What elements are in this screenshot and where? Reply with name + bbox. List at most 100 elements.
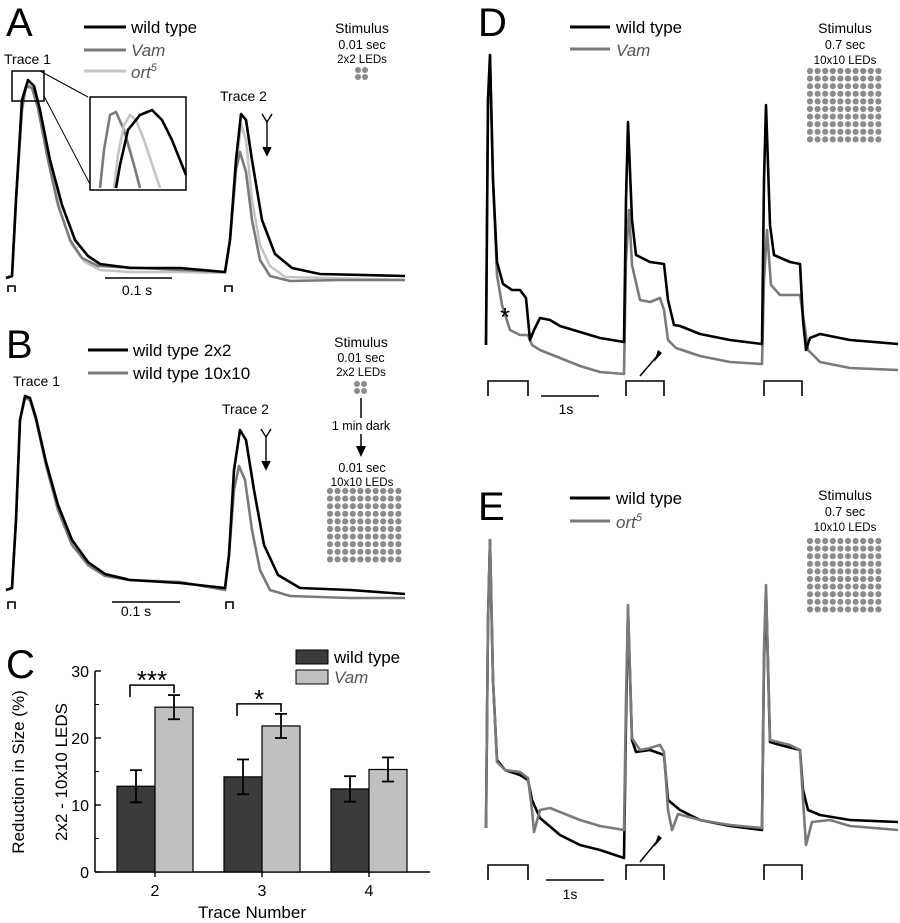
led-dot [814,75,821,82]
led-dot [814,67,821,75]
inset-traces [98,108,188,189]
panel-a-trace2-label: Trace 2 [220,88,267,104]
led-dot [814,568,821,575]
led-dot [875,136,882,143]
led-dot [395,495,402,502]
led-dot [814,598,821,605]
legend-swatch-vam [295,669,329,685]
legend-wild-type: wild type [615,18,682,37]
led-dot [387,548,394,555]
led-dot [380,533,387,540]
led-dot [342,518,349,525]
led-dot [334,548,341,555]
led-dot [364,556,372,563]
stimulus-10x10-dots [806,537,882,613]
led-dot [867,83,874,90]
led-dot [852,128,859,135]
led-dot [334,495,341,502]
led-dot [372,518,379,525]
stimulus-mark [224,285,233,292]
led-dot [372,487,379,495]
led-dot [852,591,859,598]
led-dot [357,548,364,555]
legend-ort: ort5 [131,62,158,82]
led-dot [395,518,402,525]
led-dot [822,136,829,143]
led-dot [852,575,859,583]
led-dot [387,525,394,533]
led-dot [806,545,814,552]
led-dot [380,510,387,517]
led-dot [814,537,821,545]
pointer-arrowhead [654,350,662,362]
legend-vam: Vam [334,668,368,687]
led-dot [357,495,364,502]
led-dot [822,591,829,598]
led-dot [806,606,814,613]
led-dot [875,537,882,545]
led-dot [875,67,882,75]
led-dot [806,128,814,135]
led-dot [822,568,829,575]
led-dot [822,598,829,605]
led-dot [814,606,821,613]
y-axis-label-line1: Reduction in Size (%) [9,690,28,853]
led-dot [349,503,356,510]
led-dot [829,98,836,105]
led-dot [387,510,394,517]
led-dot [342,510,349,517]
led-dot [822,83,829,90]
led-dot [814,83,821,90]
led-dot [867,128,874,135]
led-dot [349,518,356,525]
significance-brackets: **** [129,665,282,716]
led-dot [875,128,882,135]
panel-e: E wild type ort5 Stimulus 0.7 sec 10x10 … [478,485,899,902]
stimulus-marks [487,864,803,880]
led-dot [867,537,874,545]
significance-bracket [236,703,282,716]
led-dot [860,67,867,75]
stimulus-title: Stimulus [818,487,872,503]
led-dot [860,606,867,613]
led-dot [852,583,859,590]
led-dot [875,113,882,120]
led-dot [342,533,349,540]
led-dot [837,98,844,105]
led-dot [349,548,356,555]
led-dot [349,525,356,533]
led-dot [395,556,402,563]
led-dot [875,75,882,82]
led-dot [860,598,867,605]
led-dot [814,121,821,128]
led-dot [806,136,814,143]
led-dot [822,90,829,97]
stimulus-mark [7,285,16,292]
x-ticks: 2 3 4 [151,872,374,900]
led-dot [829,591,836,598]
led-dot [814,90,821,97]
led-dot [349,541,356,548]
led-dot [326,503,334,510]
led-dot [806,560,814,567]
led-dot [852,537,859,545]
led-dot [837,560,844,567]
led-dot [860,591,867,598]
led-dot [829,75,836,82]
led-dot [814,591,821,598]
led-dot [326,487,334,495]
stimulus-mark [225,601,234,609]
panel-e-traces [484,538,899,860]
led-dot [814,113,821,120]
panel-a: A Trace 1 Trace 2 wild type Vam ort5 Sti… [4,1,406,298]
legend-wild-type: wild type [130,18,197,37]
led-dot [844,90,852,97]
led-dot [837,537,844,545]
led-dot [372,525,379,533]
led-dot [867,105,874,113]
led-dot [806,98,814,105]
stimulus-10x10-dots [326,487,402,563]
led-dot [852,121,859,128]
led-dot [829,128,836,135]
led-dot [852,136,859,143]
